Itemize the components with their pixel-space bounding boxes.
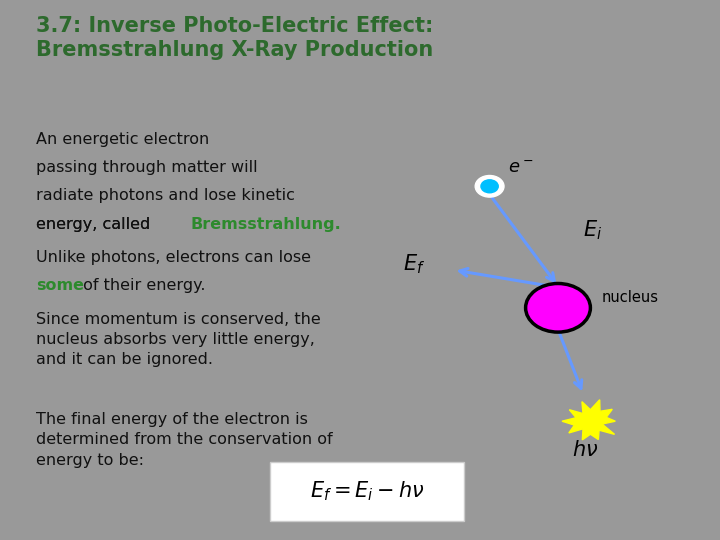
Text: 3.7: Inverse Photo-Electric Effect:
Bremsstrahlung X-Ray Production: 3.7: Inverse Photo-Electric Effect: Brem… <box>36 16 433 60</box>
Circle shape <box>526 284 590 332</box>
Text: $h\nu$: $h\nu$ <box>572 440 599 460</box>
Circle shape <box>475 176 504 197</box>
Circle shape <box>481 180 498 193</box>
Text: radiate photons and lose kinetic: radiate photons and lose kinetic <box>36 188 295 204</box>
Text: Unlike photons, electrons can lose: Unlike photons, electrons can lose <box>36 250 311 265</box>
Text: $e^-$: $e^-$ <box>508 159 534 177</box>
Text: Bremsstrahlung.: Bremsstrahlung. <box>191 217 341 232</box>
FancyBboxPatch shape <box>270 462 464 521</box>
Text: $E_i$: $E_i$ <box>583 218 603 242</box>
Text: energy, called: energy, called <box>36 217 156 232</box>
Text: nucleus: nucleus <box>601 291 658 306</box>
Text: of their energy.: of their energy. <box>78 278 205 293</box>
Polygon shape <box>562 400 616 440</box>
Text: some: some <box>36 278 84 293</box>
Text: passing through matter will: passing through matter will <box>36 160 258 176</box>
Text: energy, called: energy, called <box>36 217 156 232</box>
Text: $E_f = E_i - h\nu$: $E_f = E_i - h\nu$ <box>310 480 424 503</box>
Text: Since momentum is conserved, the
nucleus absorbs very little energy,
and it can : Since momentum is conserved, the nucleus… <box>36 312 320 367</box>
Text: The final energy of the electron is
determined from the conservation of
energy t: The final energy of the electron is dete… <box>36 412 333 468</box>
Text: $E_f$: $E_f$ <box>403 252 426 275</box>
Text: An energetic electron: An energetic electron <box>36 132 210 147</box>
